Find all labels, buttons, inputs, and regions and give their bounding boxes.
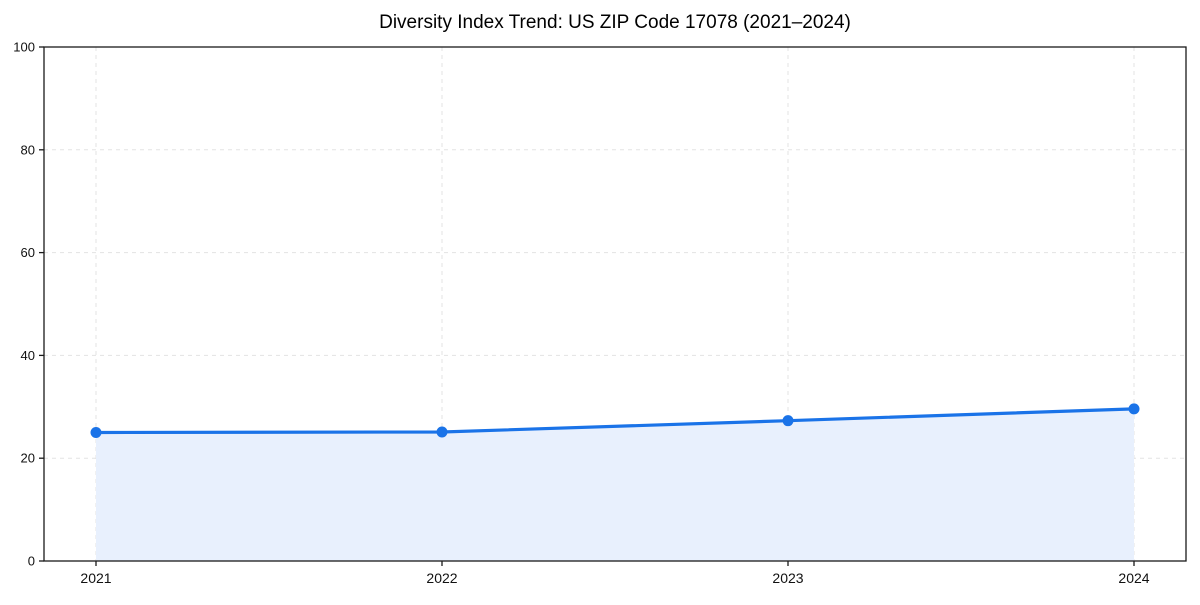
y-tick-label: 40 bbox=[21, 348, 35, 363]
axis-layer: 0 20 40 60 80 100 2021 2022 2023 2024 bbox=[13, 40, 1187, 586]
x-tick-label: 2021 bbox=[80, 570, 111, 586]
y-tick-label: 60 bbox=[21, 245, 35, 260]
y-tick-label: 80 bbox=[21, 142, 35, 157]
y-tick-label: 100 bbox=[13, 40, 35, 55]
data-point-2023 bbox=[782, 415, 794, 427]
y-tick-label: 20 bbox=[21, 451, 35, 466]
x-tick-label: 2024 bbox=[1118, 570, 1149, 586]
data-layer bbox=[90, 403, 1140, 561]
y-tick-label: 0 bbox=[28, 554, 35, 569]
plot-border bbox=[43, 46, 1187, 562]
data-point-2021 bbox=[90, 427, 102, 438]
x-tick-label: 2022 bbox=[426, 570, 457, 586]
chart-title: Diversity Index Trend: US ZIP Code 17078… bbox=[379, 12, 851, 33]
data-point-2022 bbox=[436, 426, 448, 438]
area-fill bbox=[96, 408, 1134, 561]
data-point-2024 bbox=[1128, 403, 1140, 415]
trend-line bbox=[94, 407, 1136, 435]
x-tick-label: 2023 bbox=[772, 570, 803, 586]
